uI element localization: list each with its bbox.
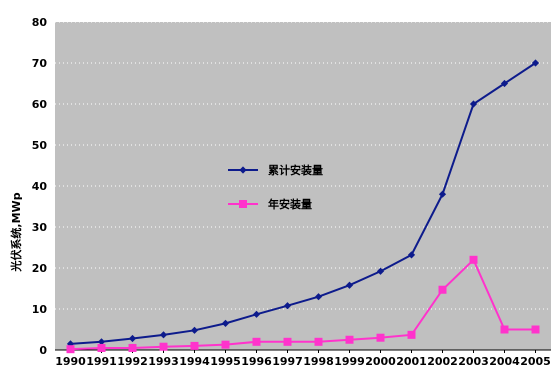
data-point xyxy=(221,319,230,327)
x-axis: 1990 1991 1992 1993 1994 1995 1996 1997 1998 1999… xyxy=(55,349,551,367)
y-tick-label: 0 xyxy=(39,344,47,357)
data-point xyxy=(314,293,323,301)
data-point xyxy=(159,342,168,351)
x-tick-label: 1998 xyxy=(303,355,334,367)
data-point xyxy=(283,302,292,310)
data-point xyxy=(438,285,447,294)
data-point xyxy=(345,335,354,344)
legend-item: 年安装量 xyxy=(228,197,312,211)
data-point xyxy=(190,341,199,350)
data-point xyxy=(252,337,261,346)
data-point xyxy=(500,79,509,88)
y-tick-label: 40 xyxy=(32,180,48,193)
x-tick-label: 1999 xyxy=(334,355,365,367)
y-axis-title: 光伏系统,MWp xyxy=(9,192,23,272)
grid xyxy=(55,21,551,310)
x-tick-label: 1993 xyxy=(148,355,179,367)
y-tick-label: 10 xyxy=(32,303,48,316)
x-tick-label: 1995 xyxy=(210,355,241,367)
data-point xyxy=(345,281,354,289)
data-point xyxy=(438,190,447,198)
data-point xyxy=(66,345,75,354)
data-point xyxy=(531,59,540,67)
legend-marker xyxy=(239,200,247,208)
legend-marker xyxy=(239,166,247,174)
data-point xyxy=(376,333,385,342)
x-tick-label: 2005 xyxy=(520,355,551,367)
data-point xyxy=(376,267,385,275)
legend-label: 年安装量 xyxy=(268,197,312,211)
data-point xyxy=(97,343,106,352)
legend-item: 累计安装量 xyxy=(228,163,323,177)
data-point xyxy=(66,340,75,348)
y-axis: 0 10 20 30 40 50 60 70 80 xyxy=(32,16,48,357)
y-tick-label: 60 xyxy=(32,98,48,111)
series-0 xyxy=(66,59,540,348)
data-point xyxy=(407,251,416,259)
data-point xyxy=(469,100,478,108)
data-point xyxy=(407,330,416,339)
legend-label: 累计安装量 xyxy=(268,163,323,177)
data-point xyxy=(252,310,261,318)
x-tick-label: 2003 xyxy=(458,355,489,367)
data-point xyxy=(314,337,323,346)
x-tick-label: 2004 xyxy=(489,355,520,367)
series-line xyxy=(70,258,536,351)
x-tick-label: 2002 xyxy=(427,355,458,367)
x-tick-label: 1994 xyxy=(179,355,210,367)
data-point xyxy=(221,340,230,349)
data-point xyxy=(159,331,168,339)
y-tick-label: 80 xyxy=(32,16,48,29)
data-point xyxy=(190,326,199,334)
y-tick-label: 50 xyxy=(32,139,48,152)
data-point xyxy=(128,343,137,352)
x-tick-label: 1992 xyxy=(117,355,148,367)
y-tick-label: 70 xyxy=(32,57,48,70)
x-tick-label: 1990 xyxy=(55,355,86,367)
data-point xyxy=(97,338,106,346)
y-tick-label: 30 xyxy=(32,221,48,234)
series-1 xyxy=(66,255,540,354)
x-tick-label: 2000 xyxy=(365,355,396,367)
data-point xyxy=(500,325,509,334)
x-tick-label: 1996 xyxy=(241,355,272,367)
series xyxy=(66,59,540,354)
data-point xyxy=(531,325,540,334)
data-point xyxy=(128,334,137,343)
y-tick-label: 20 xyxy=(32,262,48,275)
x-tick-label: 1991 xyxy=(86,355,117,367)
data-point xyxy=(283,337,292,346)
x-tick-label: 1997 xyxy=(272,355,303,367)
x-tick-label: 2001 xyxy=(396,355,427,367)
series-line xyxy=(70,62,537,345)
data-point xyxy=(469,255,478,264)
